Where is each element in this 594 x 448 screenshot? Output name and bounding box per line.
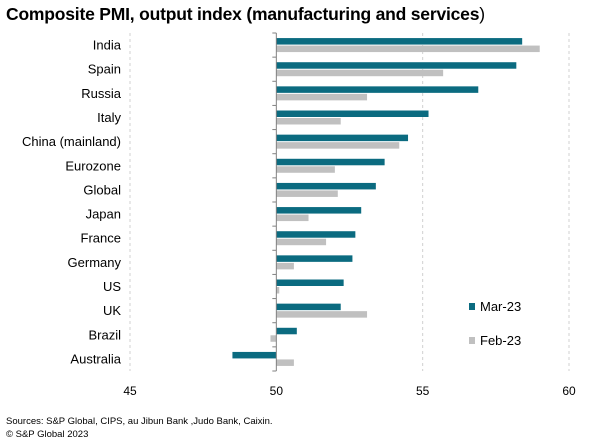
bar-mar23 [276, 207, 362, 214]
bar-feb23 [276, 69, 444, 77]
category-label: Global [83, 182, 121, 197]
bar-feb23 [276, 311, 368, 318]
category-label: India [93, 38, 122, 53]
bar-mar23 [276, 231, 356, 238]
x-tick-label: 60 [562, 384, 576, 398]
category-label: China (mainland) [22, 134, 121, 149]
bar-feb23 [276, 262, 294, 270]
bar-mar23 [276, 38, 523, 45]
bar-mar23 [276, 158, 385, 166]
category-label: Australia [70, 351, 121, 366]
bar-mar23 [276, 110, 429, 117]
category-label: Brazil [88, 327, 121, 342]
bar-mar23 [276, 134, 409, 142]
bar-feb23 [276, 359, 294, 366]
bar-feb23 [270, 335, 277, 342]
bar-mar23 [232, 351, 277, 359]
grid-lines [129, 33, 570, 371]
legend-label-mar23: Mar-23 [480, 299, 521, 314]
x-tick-label: 50 [270, 384, 284, 398]
x-tick-labels: 45 50 55 60 [123, 384, 576, 398]
bar-mar23 [276, 255, 353, 262]
chart-title-main: Composite PMI, output index (manufacturi… [6, 4, 480, 24]
chart-title-suffix: ) [479, 4, 485, 24]
x-tick-label: 55 [416, 384, 430, 398]
legend-swatch-feb23 [469, 337, 475, 344]
legend-label-feb23: Feb-23 [480, 333, 521, 348]
legend: Mar-23 Feb-23 [469, 299, 521, 348]
copyright-note: © S&P Global 2023 [6, 429, 89, 440]
bar-mar23 [276, 62, 517, 69]
bar-feb23 [276, 238, 327, 246]
category-labels: India Spain Russia Italy China (mainland) Eur… [22, 38, 122, 367]
bars [232, 38, 540, 366]
category-label: Japan [86, 207, 121, 222]
axes [272, 32, 277, 372]
bar-feb23 [276, 166, 335, 173]
category-label: France [81, 231, 121, 246]
category-label: UK [103, 303, 121, 318]
bar-feb23 [276, 118, 341, 125]
category-label: Eurozone [65, 158, 121, 173]
bar-mar23 [276, 86, 479, 93]
bar-mar23 [276, 327, 297, 335]
category-label: US [103, 279, 121, 294]
chart-title: Composite PMI, output index (manufacturi… [6, 4, 485, 25]
category-label: Russia [81, 86, 122, 101]
category-label: Italy [97, 110, 121, 125]
bar-feb23 [276, 93, 368, 101]
sources-note: Sources: S&P Global, CIPS, au Jibun Bank… [6, 416, 273, 427]
bar-feb23 [276, 214, 309, 222]
category-label: Germany [68, 255, 122, 270]
bar-feb23 [276, 142, 400, 149]
bar-feb23 [276, 287, 280, 294]
bar-mar23 [276, 182, 376, 190]
category-label: Spain [88, 62, 121, 77]
legend-swatch-mar23 [469, 303, 475, 310]
bar-mar23 [276, 279, 344, 286]
x-tick-label: 45 [123, 384, 137, 398]
bar-feb23 [276, 45, 540, 53]
bar-feb23 [276, 190, 338, 197]
bar-mar23 [276, 303, 341, 311]
